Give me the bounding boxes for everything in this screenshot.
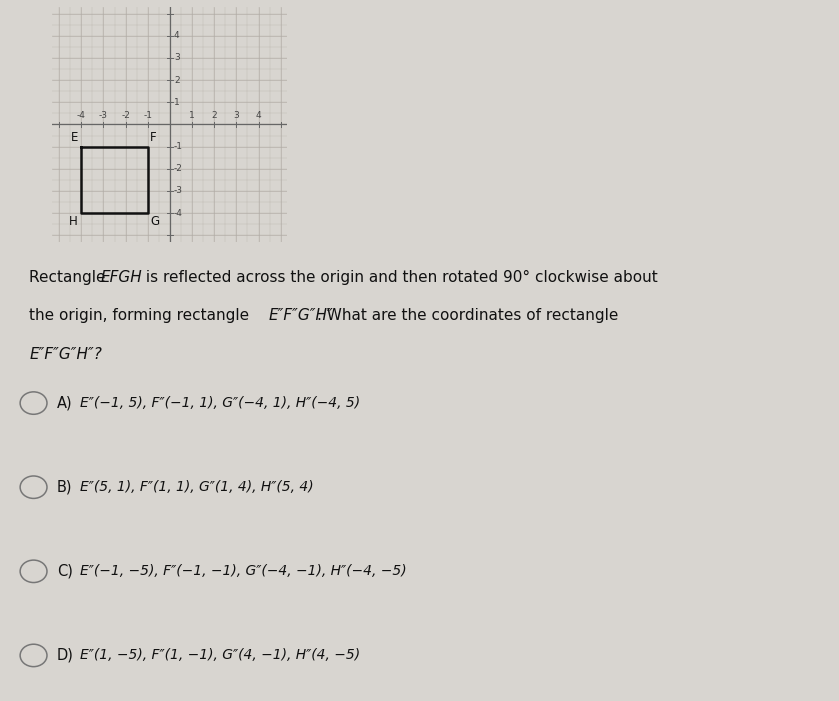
Text: A): A) bbox=[57, 395, 73, 411]
Text: D): D) bbox=[57, 648, 74, 663]
Text: F: F bbox=[150, 131, 157, 144]
Text: -4: -4 bbox=[77, 111, 86, 120]
Text: E: E bbox=[70, 131, 78, 144]
Text: 3: 3 bbox=[233, 111, 239, 120]
Text: C): C) bbox=[57, 564, 73, 579]
Text: -1: -1 bbox=[143, 111, 152, 120]
Text: . What are the coordinates of rectangle: . What are the coordinates of rectangle bbox=[317, 308, 618, 323]
Text: Rectangle: Rectangle bbox=[29, 270, 111, 285]
Text: -3: -3 bbox=[99, 111, 108, 120]
Text: 1: 1 bbox=[189, 111, 195, 120]
Text: 1: 1 bbox=[174, 97, 180, 107]
Text: H: H bbox=[69, 215, 78, 229]
Text: the origin, forming rectangle: the origin, forming rectangle bbox=[29, 308, 254, 323]
Text: 4: 4 bbox=[174, 32, 180, 41]
Text: 3: 3 bbox=[174, 53, 180, 62]
Text: 2: 2 bbox=[174, 76, 180, 85]
Text: 4: 4 bbox=[256, 111, 261, 120]
Text: E″(5, 1), F″(1, 1), G″(1, 4), H″(5, 4): E″(5, 1), F″(1, 1), G″(1, 4), H″(5, 4) bbox=[80, 480, 313, 494]
Text: E″(−1, 5), F″(−1, 1), G″(−4, 1), H″(−4, 5): E″(−1, 5), F″(−1, 1), G″(−4, 1), H″(−4, … bbox=[80, 396, 360, 410]
Text: 2: 2 bbox=[211, 111, 217, 120]
Text: is reflected across the origin and then rotated 90° clockwise about: is reflected across the origin and then … bbox=[141, 270, 658, 285]
Text: -1: -1 bbox=[174, 142, 183, 151]
Text: -4: -4 bbox=[174, 208, 183, 217]
Text: E″(−1, −5), F″(−1, −1), G″(−4, −1), H″(−4, −5): E″(−1, −5), F″(−1, −1), G″(−4, −1), H″(−… bbox=[80, 564, 406, 578]
Text: E″F″G″H″: E″F″G″H″ bbox=[268, 308, 333, 323]
Text: E″F″G″H″?: E″F″G″H″? bbox=[29, 347, 102, 362]
Text: B): B) bbox=[57, 479, 72, 495]
Text: -2: -2 bbox=[174, 164, 183, 173]
Text: EFGH: EFGH bbox=[101, 270, 143, 285]
Text: G: G bbox=[150, 215, 159, 229]
Text: -2: -2 bbox=[121, 111, 130, 120]
Text: E″(1, −5), F″(1, −1), G″(4, −1), H″(4, −5): E″(1, −5), F″(1, −1), G″(4, −1), H″(4, −… bbox=[80, 648, 360, 662]
Text: -3: -3 bbox=[174, 186, 183, 196]
